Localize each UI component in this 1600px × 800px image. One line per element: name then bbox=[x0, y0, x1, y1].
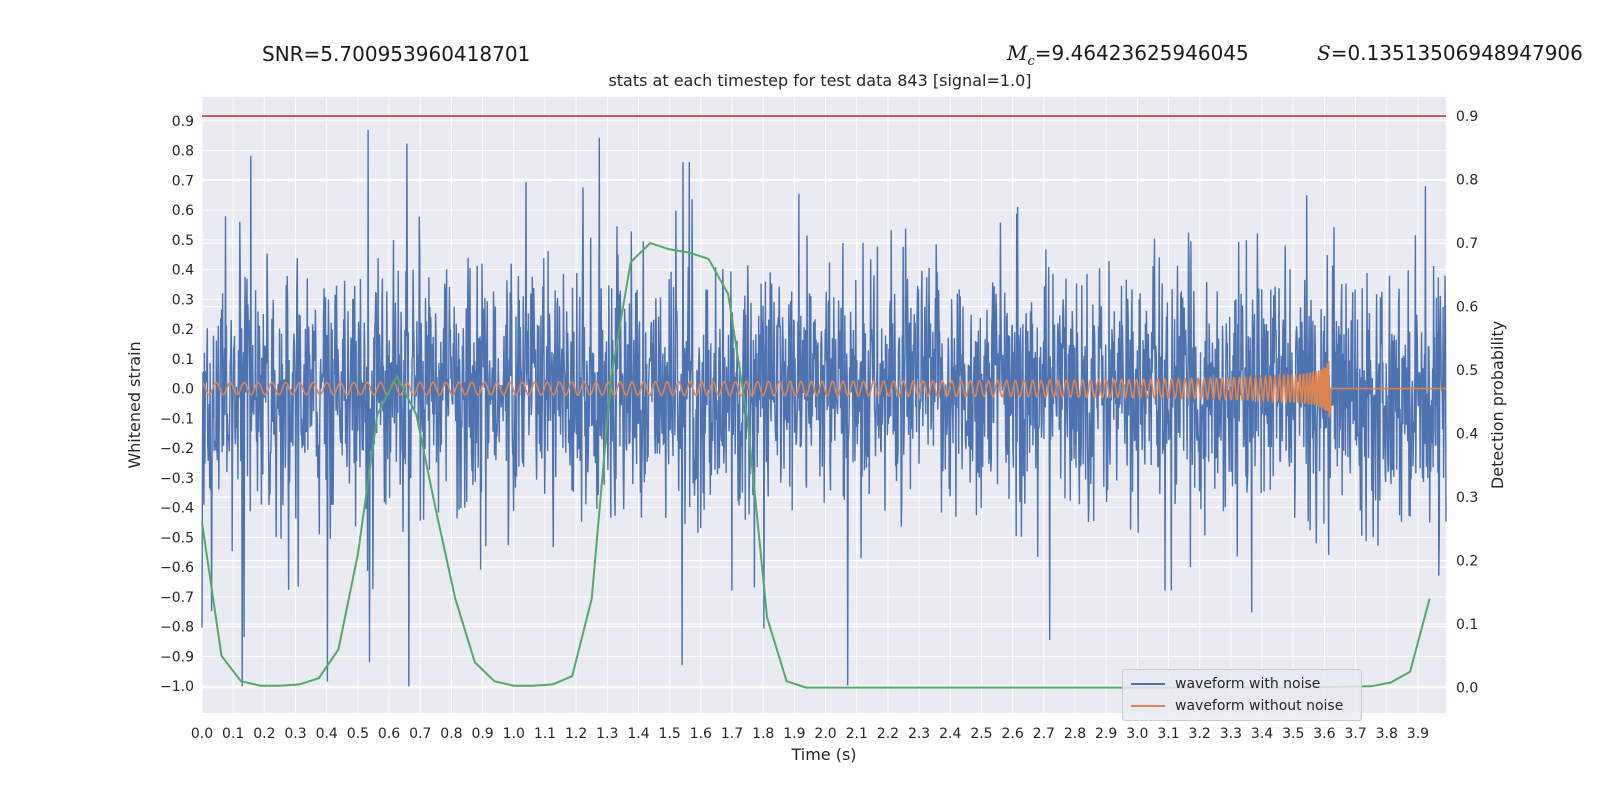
legend-swatch-noisy bbox=[1131, 683, 1165, 685]
x-tick-label: 1.1 bbox=[534, 726, 556, 742]
y-tick-label: 0.4 bbox=[172, 263, 194, 279]
y2-tick-label: 0.2 bbox=[1456, 554, 1478, 570]
x-tick-label: 0.8 bbox=[440, 726, 462, 742]
y-tick-label: −0.8 bbox=[160, 620, 194, 636]
x-tick-label: 0.1 bbox=[222, 726, 244, 742]
x-tick-label: 3.5 bbox=[1282, 726, 1304, 742]
x-tick-label: 3.0 bbox=[1126, 726, 1148, 742]
chirp-mass-symbol: M bbox=[1007, 41, 1028, 65]
x-tick-label: 0.9 bbox=[471, 726, 493, 742]
y-tick-label: 0.5 bbox=[172, 233, 194, 249]
x-tick-label: 3.3 bbox=[1220, 726, 1242, 742]
x-tick-label: 3.1 bbox=[1157, 726, 1179, 742]
x-tick-label: 0.7 bbox=[409, 726, 431, 742]
chirp-mass-value: Mc=9.46423625946045 bbox=[1007, 41, 1249, 69]
x-tick-label: 3.7 bbox=[1344, 726, 1366, 742]
y-tick-label: −0.3 bbox=[160, 471, 194, 487]
x-tick-label: 2.1 bbox=[846, 726, 868, 742]
x-tick-label: 1.7 bbox=[721, 726, 743, 742]
y-tick-label: 0.2 bbox=[172, 322, 194, 338]
x-tick-label: 0.0 bbox=[191, 726, 213, 742]
y-tick-label: −0.4 bbox=[160, 501, 194, 517]
detection-probability-line bbox=[201, 241, 1431, 689]
y-tick-label: −0.5 bbox=[160, 530, 194, 546]
y2-tick-label: 0.9 bbox=[1456, 109, 1478, 125]
x-tick-label: 2.9 bbox=[1095, 726, 1117, 742]
y-tick-label: −0.6 bbox=[160, 560, 194, 576]
x-tick-label: 2.6 bbox=[1001, 726, 1023, 742]
chart-title: stats at each timestep for test data 843… bbox=[608, 71, 1032, 90]
noisy-waveform-line bbox=[201, 129, 1447, 687]
chirp-mass-subscript: c bbox=[1027, 54, 1035, 69]
x-tick-label: 3.4 bbox=[1251, 726, 1273, 742]
y2-axis-label: Detection probability bbox=[1488, 321, 1507, 489]
spin-value: S=0.13513506948947906 bbox=[1317, 41, 1583, 65]
spin-symbol: S bbox=[1317, 41, 1331, 65]
y-tick-label: 0.7 bbox=[172, 173, 194, 189]
x-tick-label: 0.4 bbox=[316, 726, 338, 742]
x-tick-label: 0.6 bbox=[378, 726, 400, 742]
x-tick-label: 1.2 bbox=[565, 726, 587, 742]
y-tick-label: 0.9 bbox=[172, 114, 194, 130]
y2-tick-label: 0.0 bbox=[1456, 681, 1478, 697]
x-tick-label: 3.9 bbox=[1407, 726, 1429, 742]
clean-waveform-line bbox=[201, 361, 1446, 418]
detection-probability-series bbox=[201, 241, 1431, 689]
y-tick-label: 0.0 bbox=[172, 382, 194, 398]
y-tick-labels: 0.9 0.8 0.7 0.6 0.5 0.4 0.3 0.2 0.1 0.0 −0.1 −0.2 −0… bbox=[160, 114, 194, 695]
x-tick-label: 1.4 bbox=[627, 726, 649, 742]
y-tick-label: −0.7 bbox=[160, 590, 194, 606]
y-tick-label: −0.9 bbox=[160, 649, 194, 665]
y-tick-label: −1.0 bbox=[160, 679, 194, 695]
x-tick-label: 1.5 bbox=[659, 726, 681, 742]
legend-item-noisy: waveform with noise bbox=[1131, 673, 1320, 695]
y-tick-label: −0.1 bbox=[160, 411, 194, 427]
spin-number: =0.13513506948947906 bbox=[1330, 41, 1583, 65]
y2-tick-label: 0.6 bbox=[1456, 300, 1478, 316]
x-tick-labels: 0.0 0.1 0.2 0.3 0.4 0.5 0.6 0.7 0.8 0.9 1.0 1.1 1.2 1… bbox=[191, 726, 1429, 742]
y-tick-label: 0.1 bbox=[172, 352, 194, 368]
x-tick-label: 2.4 bbox=[939, 726, 961, 742]
x-tick-label: 1.0 bbox=[503, 726, 525, 742]
y-tick-label: 0.8 bbox=[172, 144, 194, 160]
chirp-mass-number: =9.46423625946045 bbox=[1034, 41, 1249, 65]
y2-tick-label: 0.5 bbox=[1456, 363, 1478, 379]
legend: waveform with noise waveform without noi… bbox=[1122, 669, 1362, 721]
y2-tick-label: 0.3 bbox=[1456, 490, 1478, 506]
x-tick-label: 0.2 bbox=[253, 726, 275, 742]
y-tick-label: 0.6 bbox=[172, 203, 194, 219]
y-tick-label: −0.2 bbox=[160, 441, 194, 457]
x-tick-label: 1.8 bbox=[752, 726, 774, 742]
x-tick-label: 0.5 bbox=[347, 726, 369, 742]
x-tick-label: 3.6 bbox=[1313, 726, 1335, 742]
x-tick-label: 2.0 bbox=[814, 726, 836, 742]
x-tick-label: 1.9 bbox=[783, 726, 805, 742]
noisy-waveform-series bbox=[201, 129, 1447, 687]
y2-tick-label: 0.7 bbox=[1456, 236, 1478, 252]
y2-tick-labels: 0.9 0.8 0.7 0.6 0.5 0.4 0.3 0.2 0.1 0.0 bbox=[1456, 109, 1478, 697]
x-tick-label: 2.7 bbox=[1033, 726, 1055, 742]
x-tick-label: 2.2 bbox=[877, 726, 899, 742]
legend-item-clean: waveform without noise bbox=[1131, 695, 1343, 717]
x-tick-label: 1.6 bbox=[690, 726, 712, 742]
x-axis-label: Time (s) bbox=[790, 745, 856, 764]
x-tick-label: 3.2 bbox=[1189, 726, 1211, 742]
y-axis-label: Whitened strain bbox=[125, 341, 144, 468]
y2-tick-label: 0.8 bbox=[1456, 173, 1478, 189]
x-tick-label: 3.8 bbox=[1376, 726, 1398, 742]
clean-waveform-series bbox=[201, 361, 1446, 418]
x-tick-label: 0.3 bbox=[284, 726, 306, 742]
legend-label-clean: waveform without noise bbox=[1175, 698, 1344, 714]
y-tick-label: 0.3 bbox=[172, 292, 194, 308]
legend-swatch-clean bbox=[1131, 705, 1165, 707]
x-tick-label: 1.3 bbox=[596, 726, 618, 742]
x-tick-label: 2.8 bbox=[1064, 726, 1086, 742]
x-tick-label: 2.3 bbox=[908, 726, 930, 742]
x-tick-label: 2.5 bbox=[970, 726, 992, 742]
y2-tick-label: 0.1 bbox=[1456, 617, 1478, 633]
y2-tick-label: 0.4 bbox=[1456, 427, 1478, 443]
legend-label-noisy: waveform with noise bbox=[1175, 676, 1321, 692]
snr-value: SNR=5.700953960418701 bbox=[262, 42, 531, 66]
